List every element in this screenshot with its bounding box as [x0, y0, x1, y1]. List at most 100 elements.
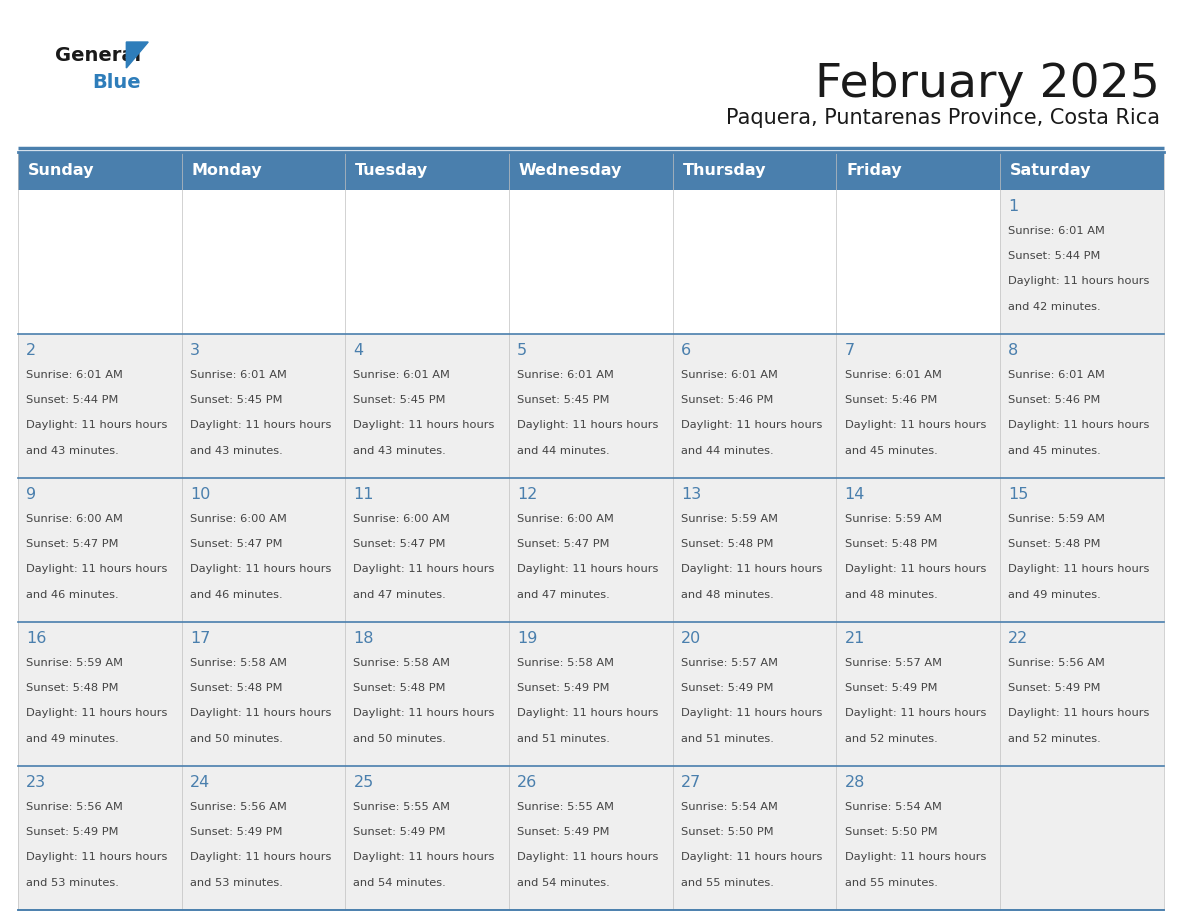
Text: Daylight: 11 hours hours: Daylight: 11 hours hours	[354, 853, 495, 862]
Text: Sunset: 5:49 PM: Sunset: 5:49 PM	[26, 827, 119, 837]
Bar	[1000, 766, 1164, 910]
Text: Daylight: 11 hours hours: Daylight: 11 hours hours	[681, 420, 822, 431]
Bar	[508, 622, 672, 766]
Text: Sunrise: 5:56 AM: Sunrise: 5:56 AM	[190, 802, 286, 812]
Bar	[346, 190, 508, 334]
Text: Daylight: 11 hours hours: Daylight: 11 hours hours	[190, 709, 331, 719]
Bar	[1000, 334, 1164, 478]
Text: Daylight: 11 hours hours: Daylight: 11 hours hours	[26, 853, 168, 862]
Text: Saturday: Saturday	[1010, 163, 1092, 178]
Text: Sunset: 5:49 PM: Sunset: 5:49 PM	[190, 827, 283, 837]
Text: Wednesday: Wednesday	[519, 163, 623, 178]
Text: Sunset: 5:45 PM: Sunset: 5:45 PM	[354, 396, 446, 405]
Text: and 48 minutes.: and 48 minutes.	[681, 589, 773, 599]
Bar	[836, 190, 1000, 334]
Text: Daylight: 11 hours hours: Daylight: 11 hours hours	[190, 853, 331, 862]
Text: 24: 24	[190, 775, 210, 789]
Bar	[346, 478, 508, 622]
Text: and 44 minutes.: and 44 minutes.	[681, 445, 773, 455]
Text: Daylight: 11 hours hours: Daylight: 11 hours hours	[845, 565, 986, 575]
Text: Sunrise: 6:01 AM: Sunrise: 6:01 AM	[1009, 370, 1105, 380]
Text: Daylight: 11 hours hours: Daylight: 11 hours hours	[1009, 565, 1150, 575]
Text: 25: 25	[354, 775, 374, 789]
Text: and 46 minutes.: and 46 minutes.	[26, 589, 119, 599]
Text: Sunset: 5:50 PM: Sunset: 5:50 PM	[681, 827, 773, 837]
Text: Daylight: 11 hours hours: Daylight: 11 hours hours	[517, 420, 658, 431]
Bar	[672, 478, 836, 622]
Text: 20: 20	[681, 631, 701, 645]
Bar	[836, 766, 1000, 910]
Text: Daylight: 11 hours hours: Daylight: 11 hours hours	[517, 709, 658, 719]
Text: Sunset: 5:44 PM: Sunset: 5:44 PM	[1009, 252, 1101, 262]
Text: Daylight: 11 hours hours: Daylight: 11 hours hours	[354, 420, 495, 431]
Text: 16: 16	[26, 631, 46, 645]
Bar	[508, 478, 672, 622]
Text: Sunset: 5:48 PM: Sunset: 5:48 PM	[845, 539, 937, 549]
Text: 19: 19	[517, 631, 538, 645]
Text: 27: 27	[681, 775, 701, 789]
Text: Sunset: 5:49 PM: Sunset: 5:49 PM	[517, 683, 609, 693]
Bar	[182, 334, 346, 478]
Text: Sunrise: 5:59 AM: Sunrise: 5:59 AM	[681, 514, 778, 524]
Bar	[836, 152, 1000, 190]
Text: and 43 minutes.: and 43 minutes.	[190, 445, 283, 455]
Bar	[1000, 152, 1164, 190]
Text: Sunset: 5:49 PM: Sunset: 5:49 PM	[517, 827, 609, 837]
Text: Sunrise: 6:01 AM: Sunrise: 6:01 AM	[845, 370, 941, 380]
Text: and 52 minutes.: and 52 minutes.	[1009, 733, 1101, 744]
Text: Sunrise: 6:01 AM: Sunrise: 6:01 AM	[681, 370, 778, 380]
Bar	[18, 334, 182, 478]
Bar	[182, 152, 346, 190]
Bar	[672, 152, 836, 190]
Text: Sunrise: 5:59 AM: Sunrise: 5:59 AM	[26, 658, 124, 668]
Text: 1: 1	[1009, 198, 1018, 214]
Text: and 43 minutes.: and 43 minutes.	[354, 445, 447, 455]
Text: Sunset: 5:46 PM: Sunset: 5:46 PM	[845, 396, 937, 405]
Text: 13: 13	[681, 487, 701, 501]
Text: Daylight: 11 hours hours: Daylight: 11 hours hours	[681, 565, 822, 575]
Text: Sunrise: 6:01 AM: Sunrise: 6:01 AM	[354, 370, 450, 380]
Text: and 51 minutes.: and 51 minutes.	[517, 733, 611, 744]
Text: Daylight: 11 hours hours: Daylight: 11 hours hours	[845, 420, 986, 431]
Text: February 2025: February 2025	[815, 62, 1159, 107]
Text: Sunrise: 6:00 AM: Sunrise: 6:00 AM	[190, 514, 286, 524]
Text: and 49 minutes.: and 49 minutes.	[1009, 589, 1101, 599]
Text: Sunset: 5:44 PM: Sunset: 5:44 PM	[26, 396, 119, 405]
Text: and 46 minutes.: and 46 minutes.	[190, 589, 283, 599]
Text: and 45 minutes.: and 45 minutes.	[845, 445, 937, 455]
Text: Sunrise: 5:58 AM: Sunrise: 5:58 AM	[190, 658, 286, 668]
Text: Sunset: 5:49 PM: Sunset: 5:49 PM	[354, 827, 446, 837]
Text: and 45 minutes.: and 45 minutes.	[1009, 445, 1101, 455]
Text: 23: 23	[26, 775, 46, 789]
Text: Sunset: 5:47 PM: Sunset: 5:47 PM	[26, 539, 119, 549]
Text: 4: 4	[354, 342, 364, 358]
Text: General: General	[55, 46, 141, 64]
Text: Sunrise: 5:55 AM: Sunrise: 5:55 AM	[517, 802, 614, 812]
Text: Daylight: 11 hours hours: Daylight: 11 hours hours	[354, 565, 495, 575]
Text: Sunset: 5:47 PM: Sunset: 5:47 PM	[190, 539, 283, 549]
Bar	[836, 334, 1000, 478]
Text: Daylight: 11 hours hours: Daylight: 11 hours hours	[1009, 276, 1150, 286]
Text: Sunday: Sunday	[27, 163, 94, 178]
Text: and 44 minutes.: and 44 minutes.	[517, 445, 609, 455]
Text: Sunrise: 5:58 AM: Sunrise: 5:58 AM	[517, 658, 614, 668]
Text: Sunset: 5:48 PM: Sunset: 5:48 PM	[681, 539, 773, 549]
Text: 11: 11	[354, 487, 374, 501]
Text: Sunrise: 6:00 AM: Sunrise: 6:00 AM	[26, 514, 124, 524]
Text: 28: 28	[845, 775, 865, 789]
Text: and 54 minutes.: and 54 minutes.	[354, 878, 447, 888]
Text: and 51 minutes.: and 51 minutes.	[681, 733, 773, 744]
Text: and 55 minutes.: and 55 minutes.	[845, 878, 937, 888]
Bar	[508, 152, 672, 190]
Text: 8: 8	[1009, 342, 1018, 358]
Text: 12: 12	[517, 487, 538, 501]
Bar	[182, 190, 346, 334]
Text: Friday: Friday	[846, 163, 902, 178]
Text: Tuesday: Tuesday	[355, 163, 428, 178]
Text: Sunrise: 5:56 AM: Sunrise: 5:56 AM	[26, 802, 124, 812]
Bar	[18, 152, 182, 190]
Text: Sunset: 5:49 PM: Sunset: 5:49 PM	[1009, 683, 1101, 693]
Bar	[18, 766, 182, 910]
Bar	[346, 622, 508, 766]
Bar	[508, 766, 672, 910]
